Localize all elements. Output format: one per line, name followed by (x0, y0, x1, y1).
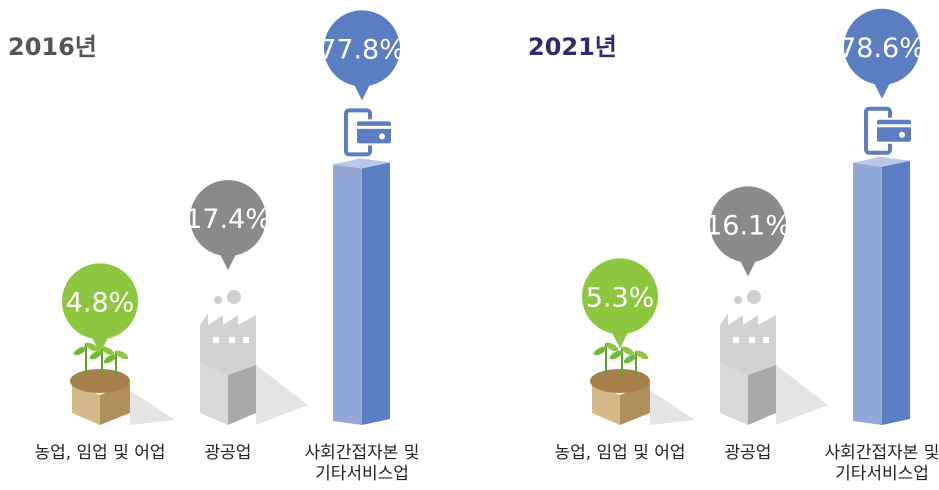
factory-side (228, 365, 256, 425)
leaf (73, 346, 87, 356)
column (853, 156, 910, 425)
soil-top (590, 369, 650, 393)
leaf (89, 350, 103, 360)
smoke (747, 290, 761, 304)
leaf (609, 350, 623, 360)
factory-front (200, 363, 228, 425)
value-label: 77.8% (319, 34, 405, 65)
value-bubble: 4.8% (62, 263, 138, 354)
category-label: 광공업 (204, 443, 252, 463)
window (213, 337, 219, 343)
bubble (190, 180, 266, 257)
smoke (227, 290, 241, 304)
coin (899, 131, 905, 138)
soil-icon (590, 342, 695, 425)
value-bubble: 78.6% (839, 8, 925, 99)
soil-side (620, 383, 650, 425)
category-label: 농업, 임업 및 어업 (554, 443, 686, 463)
window (763, 337, 769, 343)
leaf (605, 342, 619, 352)
bubble (62, 263, 138, 340)
value-bubble: 17.4% (185, 180, 271, 271)
shadow (256, 365, 308, 425)
leaf (623, 354, 637, 364)
card-icon (864, 106, 913, 155)
leaf (593, 346, 607, 356)
leaf (635, 350, 649, 360)
leaf (115, 350, 129, 360)
card (355, 119, 393, 146)
soil-side (100, 383, 130, 425)
coin (379, 133, 385, 140)
window (733, 337, 739, 343)
value-bubble: 77.8% (319, 10, 405, 101)
leaf (101, 346, 115, 356)
panel-title: 2021년 (528, 33, 617, 61)
soil-front (72, 383, 100, 425)
bubble (710, 186, 786, 263)
shadow (130, 390, 175, 425)
value-bubble: 16.1% (705, 186, 791, 277)
factory-top (720, 313, 776, 375)
factory-icon (720, 290, 828, 425)
category-label: 사회간접자본 및 기타서비스업 (304, 443, 420, 484)
smoke (214, 296, 222, 304)
category-label: 사회간접자본 및 기타서비스업 (824, 443, 939, 484)
bubble (844, 8, 920, 85)
window (229, 337, 235, 343)
soil-front (592, 383, 620, 425)
value-label: 17.4% (185, 204, 271, 235)
soil-icon (70, 342, 175, 425)
value-bubble: 5.3% (582, 258, 658, 349)
card-icon (344, 108, 393, 157)
soil-top (70, 369, 130, 393)
column-top (333, 158, 390, 169)
column-top (853, 156, 910, 167)
value-label: 16.1% (705, 210, 791, 241)
column-front (853, 162, 882, 425)
card (875, 117, 913, 144)
value-label: 78.6% (839, 33, 925, 64)
column (333, 158, 390, 425)
leaf (85, 342, 99, 352)
factory-side (748, 365, 776, 425)
factory-icon (200, 290, 308, 425)
shadow (776, 365, 828, 425)
column-front (333, 164, 362, 425)
factory-front (720, 363, 748, 425)
column-side (882, 160, 910, 425)
category-label: 농업, 임업 및 어업 (34, 443, 166, 463)
window (243, 337, 249, 343)
panel-title: 2016년 (8, 33, 97, 61)
leaf (621, 346, 635, 356)
smoke (734, 296, 742, 304)
shadow (650, 390, 695, 425)
window (749, 337, 755, 343)
value-label: 4.8% (66, 287, 135, 318)
column-side (362, 162, 390, 425)
value-label: 5.3% (586, 282, 655, 313)
leaf (103, 354, 117, 364)
factory-top (200, 313, 256, 375)
bubble (324, 10, 400, 87)
category-label: 광공업 (724, 443, 772, 463)
bubble (582, 258, 658, 335)
